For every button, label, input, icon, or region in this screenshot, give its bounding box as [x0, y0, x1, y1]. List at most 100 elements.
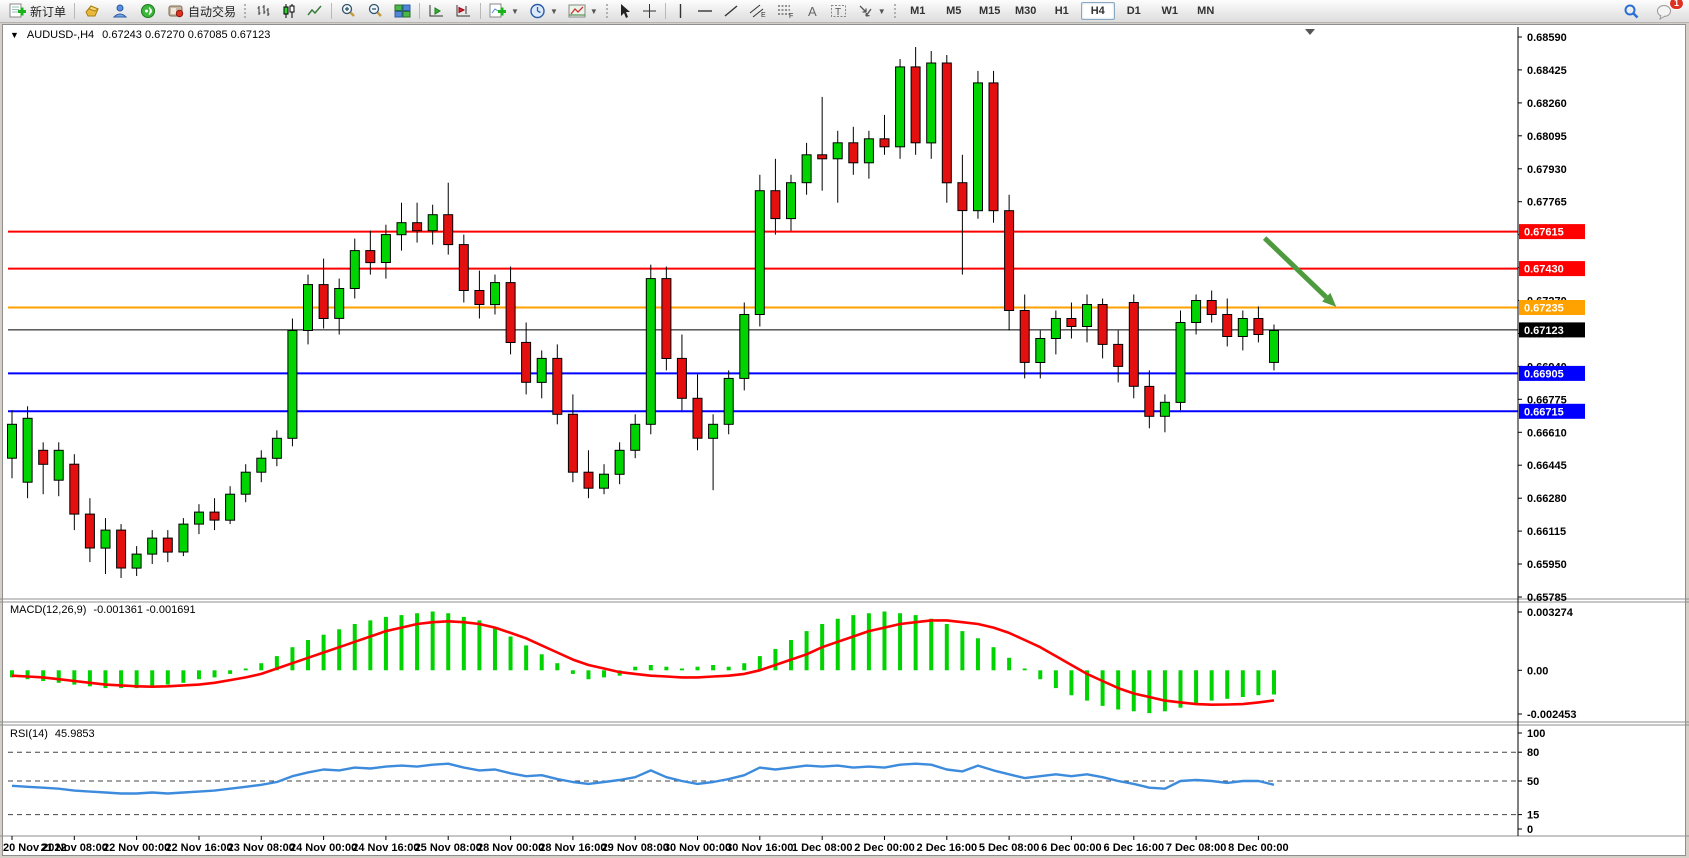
svg-text:0.67615: 0.67615: [1524, 227, 1564, 239]
svg-text:30 Nov 00:00: 30 Nov 00:00: [664, 842, 731, 854]
svg-text:0.66115: 0.66115: [1527, 526, 1566, 538]
tf-button-W1[interactable]: W1: [1161, 5, 1178, 17]
candles: [7, 47, 1279, 578]
toolbar: 新订单 自动交易: [0, 0, 1689, 23]
separator: [480, 3, 482, 19]
svg-text:100: 100: [1527, 728, 1545, 740]
chat-icon: [1657, 4, 1671, 20]
template-icon: [568, 4, 586, 18]
indicators-button[interactable]: ▼: [484, 0, 524, 22]
tf-button-M30[interactable]: M30: [1015, 5, 1037, 17]
separator: [74, 3, 76, 19]
line-chart-button[interactable]: [302, 0, 328, 22]
svg-text:0.67123: 0.67123: [1524, 325, 1564, 337]
chart-shift-icon: [456, 5, 471, 17]
svg-text:7 Dec 08:00: 7 Dec 08:00: [1166, 842, 1227, 854]
macd-indicator-label: MACD(12,26,9) -0.001361 -0.001691: [10, 604, 196, 616]
svg-text:0.68260: 0.68260: [1527, 98, 1567, 110]
chart-window-button[interactable]: [78, 0, 106, 22]
text-label-button[interactable]: T: [825, 0, 852, 22]
notifications-button[interactable]: 1: [1651, 0, 1684, 22]
autotrade-button[interactable]: 自动交易: [162, 0, 241, 22]
chart-shift-button[interactable]: [450, 0, 477, 22]
svg-text:0.003274: 0.003274: [1527, 607, 1574, 619]
chart-window: [2, 24, 1686, 856]
search-button[interactable]: [1617, 0, 1645, 22]
candlestick-chart-button[interactable]: [276, 0, 302, 22]
tf-button-M5[interactable]: M5: [946, 5, 962, 17]
chart-title: ▼ AUDUSD-,H4 0.67243 0.67270 0.67085 0.6…: [10, 29, 270, 41]
svg-text:F: F: [789, 13, 793, 19]
svg-text:23 Nov 08:00: 23 Nov 08:00: [228, 842, 295, 854]
svg-text:0.68590: 0.68590: [1527, 32, 1567, 44]
bar-chart-button[interactable]: [250, 0, 276, 22]
svg-text:20 Nov 2022: 20 Nov 2022: [3, 842, 67, 854]
svg-text:6 Dec 16:00: 6 Dec 16:00: [1104, 842, 1165, 854]
equidistant-channel-button[interactable]: E: [744, 0, 772, 22]
bar-chart-icon: [257, 5, 270, 16]
horizontal-line-button[interactable]: [692, 0, 718, 22]
new-order-icon: [9, 3, 26, 18]
svg-text:0.67235: 0.67235: [1524, 303, 1564, 315]
macd-values: -0.001361 -0.001691: [93, 604, 196, 616]
separator: [331, 3, 333, 19]
crosshair-button[interactable]: [637, 0, 662, 22]
auto-scroll-button[interactable]: [423, 0, 450, 22]
text-icon: A: [808, 4, 817, 19]
zoom-out-button[interactable]: [362, 0, 389, 22]
publisher-button[interactable]: [106, 0, 134, 22]
arrows-button[interactable]: ▼: [852, 0, 891, 22]
rsi-indicator-label: RSI(14) 45.9853: [10, 728, 95, 740]
cube-icon: [85, 5, 100, 17]
fibonacci-button[interactable]: F: [772, 0, 800, 22]
tile-windows-button[interactable]: [389, 0, 416, 22]
notification-badge: 1: [1668, 0, 1684, 10]
chevron-down-icon[interactable]: ▼: [10, 30, 19, 40]
tf-button-H1[interactable]: H1: [1054, 5, 1069, 17]
macd-panel: [10, 611, 1276, 714]
price-axis: 0.68590 0.68425 0.68260 0.68095 0.67930 0.677…: [1517, 27, 1577, 836]
tf-button-M1[interactable]: M1: [910, 5, 926, 17]
panel-separators: [0, 598, 1689, 837]
vertical-line-icon: [679, 4, 681, 18]
separator: [419, 3, 421, 19]
svg-text:0.67930: 0.67930: [1527, 164, 1567, 176]
cursor-button[interactable]: [612, 0, 637, 22]
symbol-period-label: AUDUSD-,H4: [26, 29, 95, 41]
svg-text:0.66905: 0.66905: [1524, 368, 1564, 380]
text-label-icon: T: [830, 5, 846, 18]
line-chart-icon: [307, 5, 322, 16]
tf-button-M15[interactable]: M15: [979, 5, 1001, 17]
vertical-line-button[interactable]: [669, 0, 692, 22]
equidistant-channel-icon: E: [749, 4, 766, 19]
tf-button-D1[interactable]: D1: [1126, 5, 1141, 17]
candlestick-chart-icon: [283, 4, 295, 18]
tf-button-MN[interactable]: MN: [1197, 5, 1215, 17]
svg-text:50: 50: [1527, 776, 1539, 788]
svg-text:0.68425: 0.68425: [1527, 65, 1567, 77]
rsi-title: RSI(14): [10, 728, 48, 740]
trendline-button[interactable]: [718, 0, 744, 22]
svg-text:2 Dec 16:00: 2 Dec 16:00: [917, 842, 978, 854]
svg-text:6 Dec 00:00: 6 Dec 00:00: [1041, 842, 1102, 854]
signal-icon: [141, 4, 156, 18]
templates-button[interactable]: ▼: [563, 0, 603, 22]
svg-text:T: T: [835, 7, 841, 18]
signals-button[interactable]: [134, 0, 162, 22]
svg-text:0.65950: 0.65950: [1527, 559, 1567, 571]
svg-text:0.66610: 0.66610: [1527, 427, 1567, 439]
new-order-button[interactable]: 新订单: [4, 0, 71, 22]
tf-button-H4[interactable]: H4: [1080, 2, 1115, 20]
svg-text:24 Nov 16:00: 24 Nov 16:00: [352, 842, 419, 854]
svg-text:28 Nov 00:00: 28 Nov 00:00: [477, 842, 544, 854]
svg-text:0.65785: 0.65785: [1527, 592, 1567, 604]
text-button[interactable]: A: [800, 0, 825, 22]
periods-button[interactable]: ▼: [524, 0, 563, 22]
clock-icon: [530, 3, 545, 19]
profile-icon: [112, 4, 128, 18]
horizontal-line-icon: [697, 10, 712, 12]
cursor-icon: [620, 4, 630, 18]
zoom-in-button[interactable]: [335, 0, 362, 22]
